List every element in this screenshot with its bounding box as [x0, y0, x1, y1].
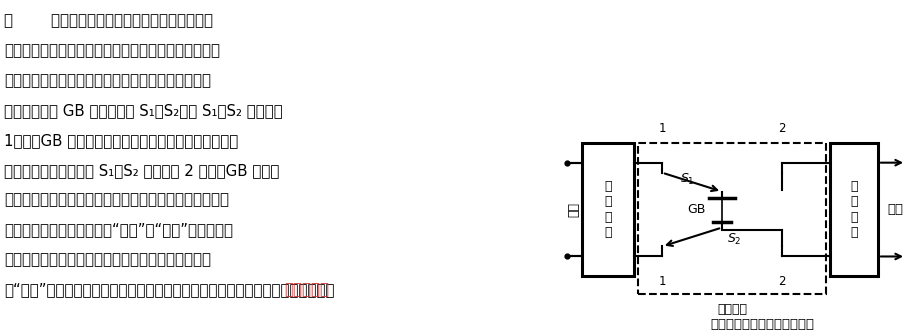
Bar: [638, 143, 826, 294]
Text: 悬浮式抗干扰电源电路方框图: 悬浮式抗干扰电源电路方框图: [710, 318, 814, 331]
Text: 2: 2: [778, 122, 786, 135]
Text: 括稳压电路在内的负载系统得到一个与电网完全隔离: 括稳压电路在内的负载系统得到一个与电网完全隔离: [4, 253, 211, 267]
Text: 元件如蓄电池 GB 和切换开关 S₁、S₂。当 S₁、S₂ 分别位于: 元件如蓄电池 GB 和切换开关 S₁、S₂。当 S₁、S₂ 分别位于: [4, 103, 283, 118]
Text: 1: 1: [659, 275, 666, 288]
Text: 负载: 负载: [887, 203, 903, 216]
Text: 稳
压
电
路: 稳 压 电 路: [850, 180, 858, 239]
Bar: [830, 143, 878, 276]
Text: 图        所示的悬浮式抗干扰电路的原理框图，它: 图 所示的悬浮式抗干扰电路的原理框图，它: [4, 13, 213, 28]
Text: GB: GB: [688, 203, 706, 216]
Text: 能有效地防止由电网窡入的干扰，尤其适用于对抗干扰: 能有效地防止由电网窡入的干扰，尤其适用于对抗干扰: [4, 43, 220, 58]
Text: 整
流
电
路: 整 流 电 路: [604, 180, 612, 239]
Text: 2: 2: [778, 275, 786, 288]
Bar: [582, 143, 634, 276]
Text: 市电: 市电: [567, 202, 581, 217]
Text: 悬浮电路: 悬浮电路: [717, 304, 747, 316]
Text: $S_2$: $S_2$: [727, 231, 741, 247]
Text: 1端时，GB 与电网接通，处于充电状态，从电网获取能: 1端时，GB 与电网接通，处于充电状态，从电网获取能: [4, 133, 238, 148]
Text: 1: 1: [659, 122, 666, 135]
Text: $S_1$: $S_1$: [680, 172, 695, 187]
Text: 性要求较高的计算机控制系统。悬浮电路中设有储能: 性要求较高的计算机控制系统。悬浮电路中设有储能: [4, 73, 211, 88]
Text: 悬浮电路周而复始地工作在“充电”与“供电”状态，使包: 悬浮电路周而复始地工作在“充电”与“供电”状态，使包: [4, 222, 233, 238]
Text: 自电网的各: 自电网的各: [284, 282, 329, 297]
Text: 接通，处于放电状态，向负载提供电能，且与电源断开。: 接通，处于放电状态，向负载提供电能，且与电源断开。: [4, 193, 229, 208]
Text: 的“悬浮”直流电源。可见，它能够使输出电流与电网完全隔离，从而有效地防止来: 的“悬浮”直流电源。可见，它能够使输出电流与电网完全隔离，从而有效地防止来: [4, 282, 334, 297]
Text: 量，且与负载断开；当 S₁、S₂ 分别位于 2 端时，GB 与负载: 量，且与负载断开；当 S₁、S₂ 分别位于 2 端时，GB 与负载: [4, 163, 279, 178]
